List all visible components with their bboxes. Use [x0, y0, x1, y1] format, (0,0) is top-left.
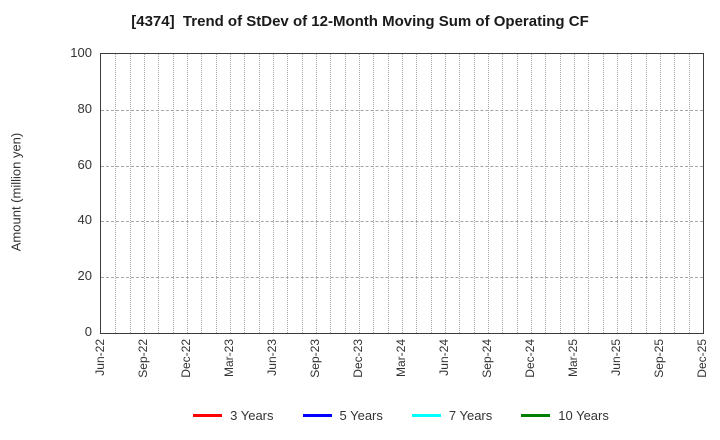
vertical-gridline	[459, 54, 461, 333]
legend-line-swatch	[521, 413, 551, 417]
y-tick-label: 100	[70, 45, 92, 60]
vertical-gridline	[531, 54, 532, 333]
vertical-gridline	[617, 54, 618, 333]
vertical-gridline	[273, 54, 274, 333]
vertical-gridline	[359, 54, 360, 333]
vertical-gridline	[516, 54, 518, 333]
x-tick-label: Mar-23	[222, 339, 236, 378]
horizontal-gridline	[101, 165, 703, 167]
vertical-gridline	[445, 54, 446, 333]
vertical-gridline	[660, 54, 661, 333]
x-tick-label: Dec-23	[351, 339, 365, 378]
x-tick-label: Mar-24	[394, 339, 408, 378]
horizontal-gridline	[101, 277, 703, 279]
vertical-gridline	[129, 54, 131, 333]
vertical-gridline	[416, 54, 418, 333]
vertical-gridline	[115, 54, 117, 333]
legend-label: 3 Years	[230, 407, 274, 423]
legend-item: 7 Years	[411, 407, 493, 423]
legend-item: 3 Years	[193, 407, 274, 423]
vertical-gridline	[488, 54, 489, 333]
y-axis-label: Amount (million yen)	[8, 132, 24, 252]
x-tick-label: Sep-25	[652, 339, 666, 378]
vertical-gridline	[674, 54, 676, 333]
vertical-gridline	[244, 54, 246, 333]
x-tick-label: Jun-24	[437, 339, 451, 376]
vertical-gridline	[187, 54, 188, 333]
chart-title: [4374] Trend of StDev of 12-Month Moving…	[131, 13, 589, 30]
vertical-gridline	[688, 54, 690, 333]
horizontal-gridline	[101, 221, 703, 223]
legend-label: 5 Years	[339, 407, 383, 423]
horizontal-gridline	[101, 109, 703, 111]
x-tick-label: Jun-25	[609, 339, 623, 376]
vertical-gridline	[201, 54, 203, 333]
x-tick-label: Dec-22	[179, 339, 193, 378]
vertical-gridline	[287, 54, 289, 333]
vertical-gridline	[545, 54, 547, 333]
x-tick-label: Sep-22	[136, 339, 150, 378]
vertical-gridline	[330, 54, 332, 333]
x-tick-label: Jun-23	[265, 339, 279, 376]
x-tick-label: Dec-24	[523, 339, 537, 378]
y-tick-label: 60	[77, 156, 92, 172]
x-tick-label: Mar-25	[566, 339, 580, 378]
vertical-gridline	[144, 54, 145, 333]
vertical-gridline	[301, 54, 303, 333]
vertical-gridline	[230, 54, 231, 333]
plot-area	[100, 53, 704, 334]
vertical-gridline	[172, 54, 174, 333]
legend-line-swatch	[302, 413, 332, 417]
y-tick-label: 20	[77, 268, 92, 284]
vertical-gridline	[502, 54, 504, 333]
x-tick-label: Dec-25	[695, 339, 709, 378]
y-tick-label: 0	[84, 324, 92, 339]
legend-line-swatch	[193, 413, 223, 417]
vertical-gridline	[559, 54, 561, 333]
vertical-gridline	[574, 54, 575, 333]
vertical-gridline	[631, 54, 633, 333]
series-layer	[101, 54, 703, 333]
legend: 3 Years 5 Years 7 Years 10 Years	[100, 404, 702, 426]
legend-label: 10 Years	[558, 407, 609, 423]
vertical-gridline	[373, 54, 375, 333]
vertical-gridline	[602, 54, 604, 333]
vertical-gridline	[344, 54, 346, 333]
vertical-gridline	[387, 54, 389, 333]
vertical-gridline	[258, 54, 260, 333]
vertical-gridline	[588, 54, 590, 333]
legend-item: 5 Years	[302, 407, 383, 423]
x-tick-label: Sep-23	[308, 339, 322, 378]
vertical-gridline	[316, 54, 317, 333]
vertical-gridline	[215, 54, 217, 333]
legend-line-swatch	[411, 413, 441, 417]
vertical-gridline	[645, 54, 647, 333]
x-tick-label: Sep-24	[480, 339, 494, 378]
vertical-gridline	[430, 54, 432, 333]
y-tick-label: 80	[77, 100, 92, 116]
vertical-gridline	[402, 54, 403, 333]
vertical-gridline	[473, 54, 475, 333]
y-tick-label: 40	[77, 212, 92, 228]
legend-item: 10 Years	[521, 408, 609, 423]
x-tick-label: Jun-22	[93, 339, 107, 376]
vertical-gridline	[158, 54, 160, 333]
legend-label: 7 Years	[448, 407, 493, 423]
